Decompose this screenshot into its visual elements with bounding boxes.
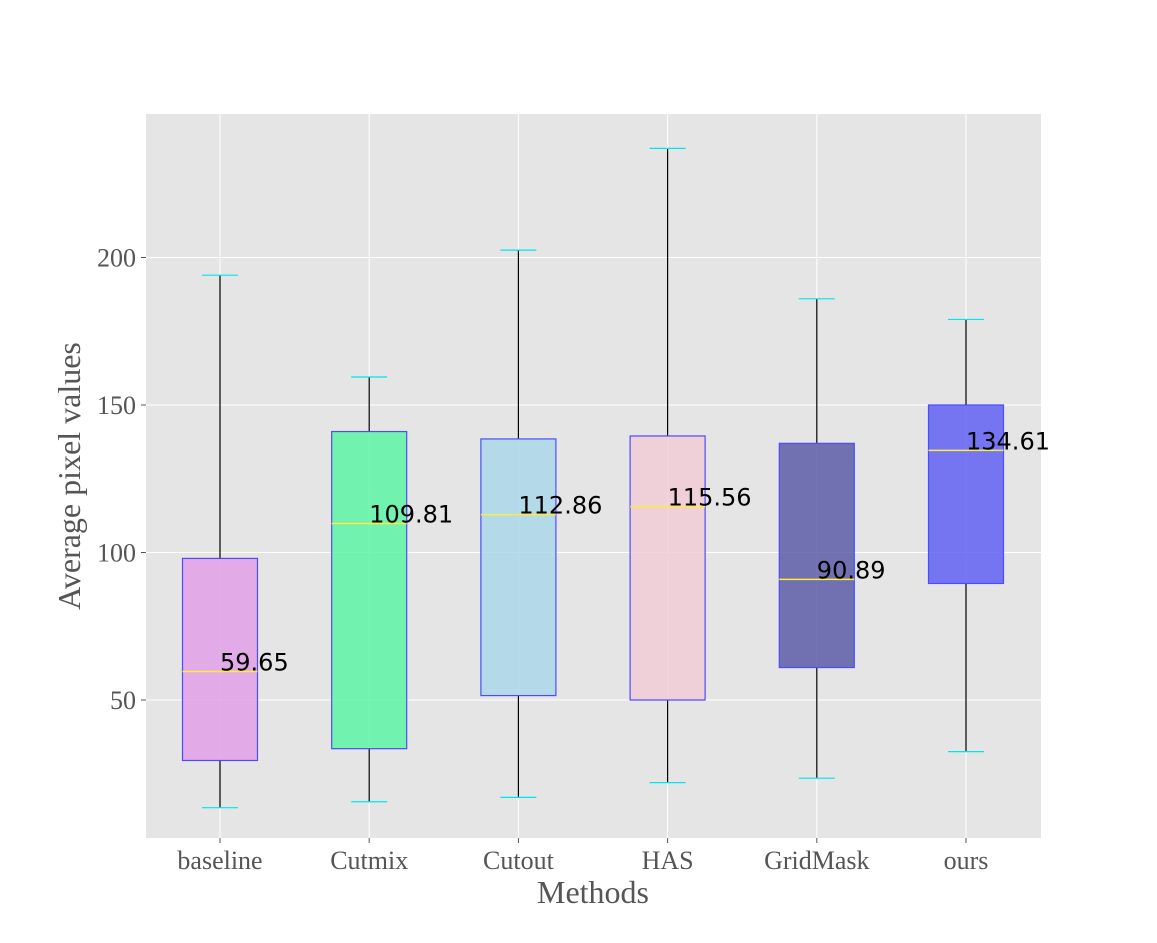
whisker-caps	[202, 147, 984, 809]
plot-area	[146, 114, 1041, 838]
box-ours	[927, 404, 1005, 585]
y-axis-ticks: 50 100 150 200	[97, 244, 146, 715]
x-tick-label: Cutmix	[330, 846, 408, 875]
x-tick-label: GridMask	[764, 846, 869, 875]
median-labels: 59.65 109.81 112.86 115.56 90.89 134.61	[220, 427, 1050, 676]
median-value-label: 115.56	[668, 484, 752, 512]
x-axis-label: Methods	[537, 874, 649, 910]
medians	[182, 449, 1004, 673]
box-cutout	[480, 438, 557, 697]
boxes	[181, 404, 1005, 762]
median-value-label: 112.86	[518, 492, 602, 520]
x-tick-label: HAS	[642, 846, 694, 875]
y-tick-label: 200	[97, 244, 136, 273]
x-tick-label: ours	[944, 846, 989, 875]
box-has	[629, 435, 706, 701]
y-tick-label: 50	[110, 686, 136, 715]
median-value-label: 59.65	[220, 649, 289, 677]
x-tick-label: baseline	[177, 846, 262, 875]
box-cutmix	[331, 430, 408, 750]
y-axis-label: Average pixel values	[51, 342, 87, 610]
y-tick-label: 150	[97, 391, 136, 420]
x-tick-label: Cutout	[483, 846, 555, 875]
box-gridmask	[778, 442, 855, 669]
median-value-label: 134.61	[966, 427, 1050, 455]
x-axis-ticks: baseline Cutmix Cutout HAS GridMask ours	[177, 838, 988, 875]
y-tick-label: 100	[97, 539, 136, 568]
whiskers	[219, 148, 967, 808]
median-value-label: 90.89	[817, 556, 886, 584]
box-baseline	[181, 557, 259, 762]
median-value-label: 109.81	[369, 501, 453, 529]
